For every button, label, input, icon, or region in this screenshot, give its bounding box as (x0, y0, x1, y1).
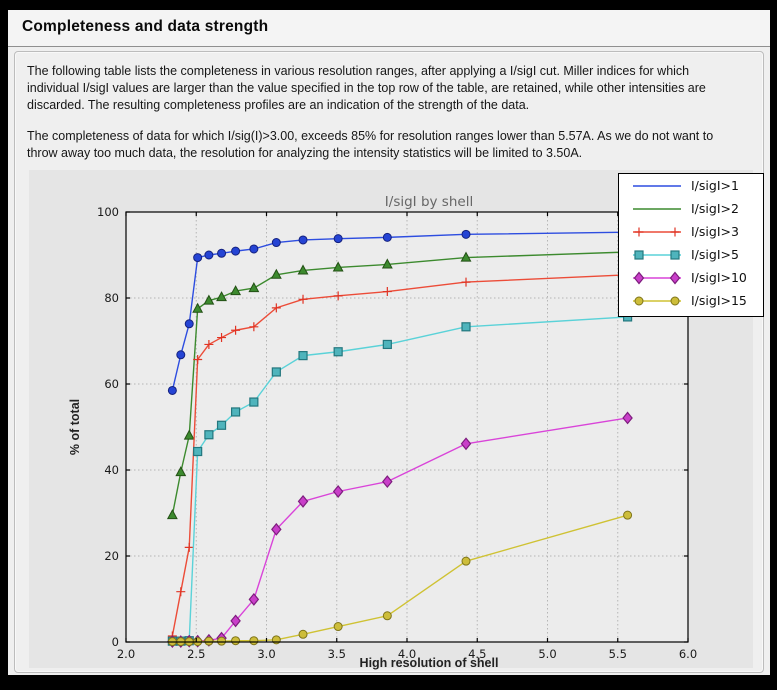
legend-label: I/sigI>15 (691, 293, 747, 308)
report-window: Completeness and data strength The follo… (8, 10, 770, 675)
section-header: Completeness and data strength (8, 10, 770, 47)
y-tick-label: 20 (104, 549, 119, 563)
legend-sample (633, 184, 681, 187)
y-tick-labels: 0 20 40 60 80 100 (97, 205, 119, 649)
series-i-sigi-2 (166, 245, 634, 520)
legend-label: I/sigI>2 (691, 201, 739, 216)
x-tick-label: 2.0 (117, 647, 135, 661)
content-panel: The following table lists the completene… (14, 51, 764, 673)
legend-entry: I/sigI>1 (619, 174, 763, 197)
y-tick-label: 100 (97, 205, 119, 219)
series-i-sigi-3 (167, 270, 633, 641)
gridlines (126, 212, 688, 642)
chart-figure: 2.0 2.5 3.0 3.5 4.0 4.5 5.0 5.5 6.0 0 20 40 60 80 100 … (29, 170, 764, 670)
legend-label: I/sigI>10 (691, 270, 747, 285)
legend-sample (633, 249, 681, 260)
y-tick-label: 60 (104, 377, 119, 391)
x-tick-label: 3.5 (328, 647, 346, 661)
legend-entry: I/sigI>5 (619, 243, 763, 266)
legend-entry: I/sigI>3 (619, 220, 763, 243)
y-tick-label: 80 (104, 291, 119, 305)
x-tick-label: 4.0 (398, 647, 416, 661)
tick-marks (125, 211, 689, 643)
x-tick-label: 4.5 (468, 647, 486, 661)
legend-label: I/sigI>3 (691, 224, 739, 239)
x-tick-labels: 2.0 2.5 3.0 3.5 4.0 4.5 5.0 5.5 6.0 (117, 647, 697, 661)
legend-entry: I/sigI>2 (619, 197, 763, 220)
y-axis-label: % of total (68, 398, 82, 456)
legend-entry: I/sigI>15 (619, 289, 763, 312)
completeness-chart: 2.0 2.5 3.0 3.5 4.0 4.5 5.0 5.5 6.0 0 20 40 60 80 100 (97, 205, 697, 661)
x-tick-label: 6.0 (679, 647, 697, 661)
legend-entry: I/sigI>10 (619, 266, 763, 289)
section-title: Completeness and data strength (22, 18, 269, 35)
x-tick-label: 2.5 (187, 647, 205, 661)
legend-label: I/sigI>5 (691, 247, 739, 262)
paragraph-conclusion: The completeness of data for which I/sig… (27, 129, 714, 160)
legend-sample (633, 207, 681, 210)
y-tick-label: 40 (104, 463, 119, 477)
legend-sample (633, 271, 681, 284)
x-axis-label: High resolution of shell (359, 656, 499, 670)
chart-legend: I/sigI>1 I/sigI>2 I/sigI>3 I/sigI>5 I/sigI>1… (618, 173, 764, 317)
legend-sample (633, 296, 681, 305)
x-tick-label: 5.5 (609, 647, 627, 661)
legend-sample (633, 227, 681, 236)
x-tick-label: 5.0 (538, 647, 556, 661)
y-tick-label: 0 (112, 635, 119, 649)
legend-label: I/sigI>1 (691, 178, 739, 193)
chart-title: I/sigI by shell (384, 194, 474, 210)
paragraph-description: The following table lists the completene… (27, 64, 706, 112)
x-tick-label: 3.0 (257, 647, 275, 661)
